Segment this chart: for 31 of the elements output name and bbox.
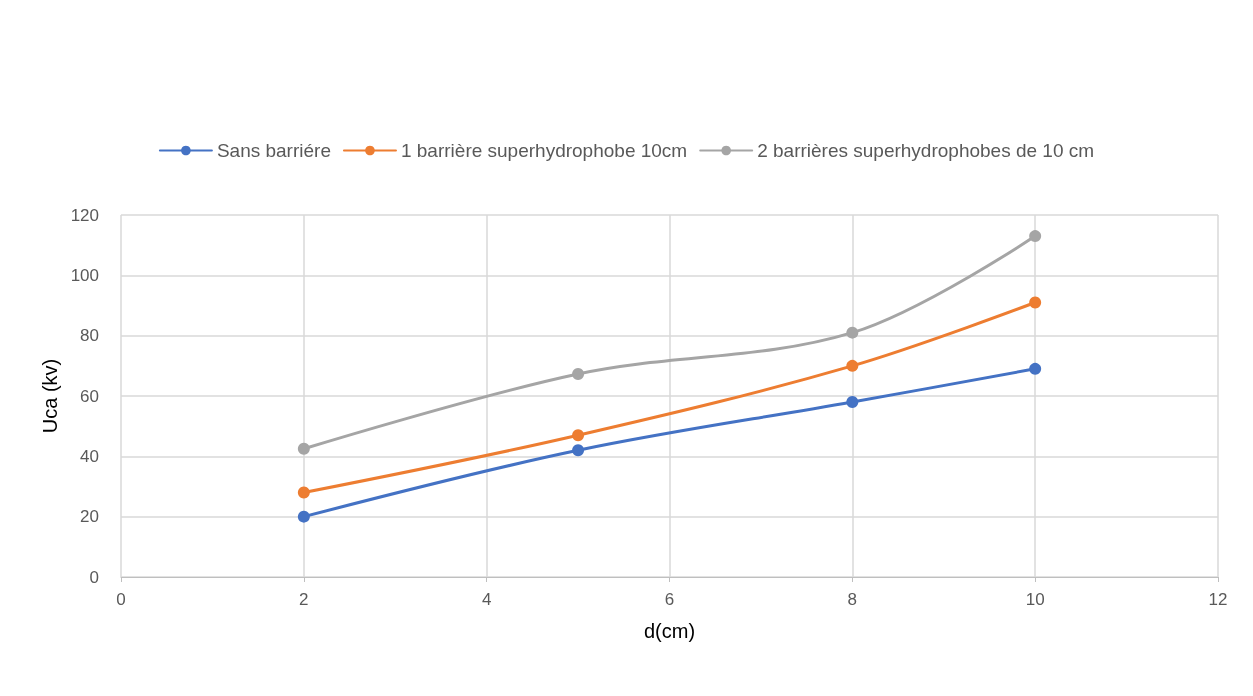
legend-label: 1 barrière superhydrophobe 10cm: [400, 140, 688, 161]
point: [846, 396, 859, 409]
y-tick-label: 0: [89, 567, 99, 587]
point: [297, 442, 310, 455]
y-tick-label: 120: [70, 205, 99, 225]
x-tick-label: 10: [1025, 590, 1045, 609]
point: [297, 486, 310, 499]
x-tick-label: 12: [1208, 590, 1228, 609]
y-tick-label: 100: [70, 265, 99, 285]
y-axis-title: Uca (kv): [38, 358, 61, 434]
legend-label: 2 barrières superhydrophobes de 10 cm: [757, 140, 1095, 161]
x-tick-label: 4: [481, 590, 492, 609]
x-tick-label: 0: [116, 590, 126, 609]
y-tick-label: 60: [80, 386, 99, 406]
x-axis-title: d(cm): [643, 620, 696, 642]
point: [1029, 362, 1042, 375]
x-tick-label: 6: [664, 590, 675, 609]
point: [572, 429, 585, 442]
y-tick-label: 80: [80, 326, 99, 346]
point: [572, 367, 585, 380]
legend-label: Sans barriére: [216, 140, 331, 161]
point: [297, 510, 310, 523]
point: [1029, 230, 1042, 243]
point: [1029, 296, 1042, 309]
point: [846, 326, 859, 339]
y-tick-label: 40: [80, 446, 99, 466]
y-tick-label: 20: [80, 507, 99, 527]
point: [846, 359, 859, 372]
x-tick-label: 2: [299, 590, 309, 609]
point: [572, 444, 585, 457]
x-tick-label: 8: [847, 590, 858, 609]
